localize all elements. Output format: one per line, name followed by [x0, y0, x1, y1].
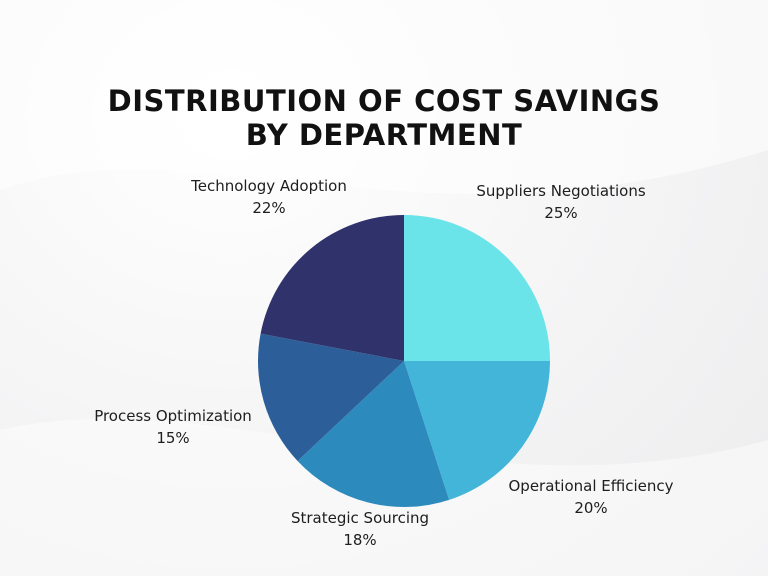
chart-title-line-1: DISTRIBUTION OF COST SAVINGS — [107, 84, 661, 118]
slice-value-label: 18% — [343, 531, 376, 549]
chart-title: DISTRIBUTION OF COST SAVINGS BY DEPARTME… — [0, 84, 768, 152]
slice-value-label: 22% — [252, 199, 285, 217]
pie-slice-technology-adoption — [260, 215, 404, 361]
slice-label: Operational Efficiency — [508, 477, 673, 495]
slice-label: Process Optimization — [94, 407, 252, 425]
slice-value-label: 20% — [574, 499, 607, 517]
slice-label: Strategic Sourcing — [291, 509, 429, 527]
slice-value-label: 25% — [544, 204, 577, 222]
slice-value-label: 15% — [156, 429, 189, 447]
pie-slice-suppliers-negotiations — [404, 215, 550, 361]
pie-slice-process-optimization — [258, 333, 404, 461]
pie-slice-operational-efficiency — [404, 361, 550, 500]
pie-slices — [258, 215, 550, 507]
pie-slice-strategic-sourcing — [297, 361, 450, 507]
slice-label: Suppliers Negotiations — [476, 182, 646, 200]
chart-title-line-2: BY DEPARTMENT — [245, 118, 523, 152]
pie-labels: Suppliers Negotiations 25% Operational Eff… — [94, 177, 673, 549]
slice-label: Technology Adoption — [190, 177, 347, 195]
